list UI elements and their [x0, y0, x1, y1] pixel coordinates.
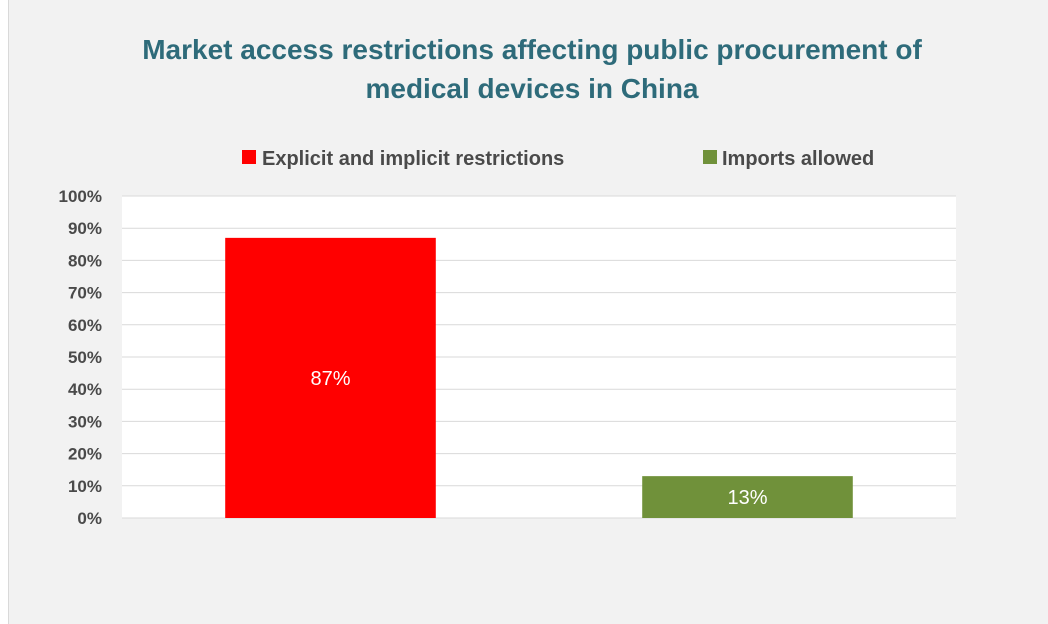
data-label-restrictions: 87% — [310, 368, 350, 390]
y-tick-label: 90% — [68, 219, 102, 238]
data-label-imports: 13% — [727, 487, 767, 509]
y-tick-label: 60% — [68, 316, 102, 335]
y-tick-label: 20% — [68, 445, 102, 464]
bar-restrictions — [225, 237, 436, 519]
data-labels: 87% 13% — [310, 368, 767, 509]
y-tick-label: 80% — [68, 251, 102, 270]
legend-label-restrictions: Explicit and implicit restrictions — [262, 148, 564, 170]
y-tick-label: 50% — [68, 348, 102, 367]
y-tick-label: 0% — [77, 509, 102, 528]
chart-title-line-1: Market access restrictions affecting pub… — [142, 34, 922, 65]
bars — [225, 237, 853, 519]
y-axis-ticks: 0% 10% 20% 30% 40% 50% 60% 70% 80% 90% 100% — [59, 187, 102, 528]
chart-title: Market access restrictions affecting pub… — [0, 30, 1048, 108]
legend-swatch-restrictions — [242, 150, 256, 164]
y-tick-label: 100% — [59, 187, 102, 206]
legend-swatch-imports — [703, 150, 717, 164]
bar-imports — [642, 476, 853, 518]
y-tick-label: 10% — [68, 477, 102, 496]
y-tick-label: 40% — [68, 380, 102, 399]
y-tick-label: 30% — [68, 412, 102, 431]
legend-label-imports: Imports allowed — [722, 148, 874, 170]
chart-title-line-2: medical devices in China — [365, 73, 699, 104]
y-tick-label: 70% — [68, 284, 102, 303]
legend: Explicit and implicit restrictions Impor… — [242, 148, 874, 170]
